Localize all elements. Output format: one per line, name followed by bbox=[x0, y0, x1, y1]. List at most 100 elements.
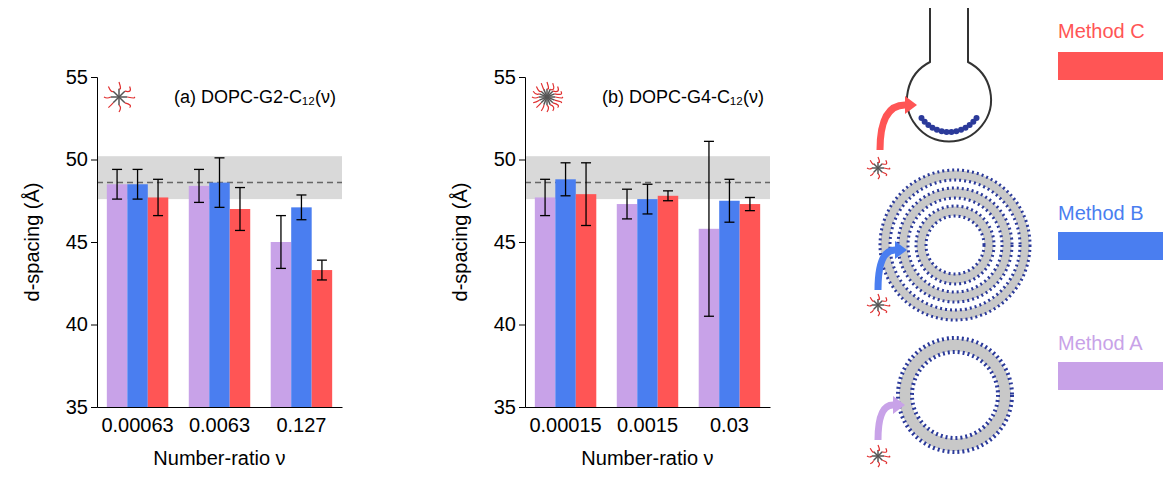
error-cap bbox=[153, 215, 163, 216]
error-cap bbox=[561, 195, 571, 196]
error-stem bbox=[116, 169, 117, 199]
error-cap bbox=[724, 222, 734, 223]
error-cap bbox=[296, 194, 306, 195]
x-tick-label: 0.03 bbox=[710, 414, 749, 436]
icon-tail bbox=[870, 160, 874, 164]
error-cap bbox=[663, 190, 673, 191]
error-stem bbox=[565, 163, 566, 196]
arrow bbox=[880, 105, 905, 150]
error-cap bbox=[215, 207, 225, 208]
bar: Method B bbox=[209, 183, 229, 407]
x-axis-line bbox=[526, 407, 771, 408]
icon-tail bbox=[108, 103, 113, 108]
y-axis-title: d-spacing (Å) bbox=[21, 183, 43, 302]
error-stem bbox=[198, 169, 199, 202]
error-bar bbox=[643, 184, 653, 214]
y-tick-label: 45 bbox=[494, 231, 516, 253]
error-cap bbox=[581, 162, 591, 163]
x-axis: 0.00015 0.0015 0.03 bbox=[526, 407, 771, 436]
icon-tail bbox=[884, 305, 890, 306]
y-tick-mark bbox=[519, 325, 525, 326]
error-cap bbox=[745, 210, 755, 211]
x-tick: 0.00063 bbox=[101, 407, 173, 436]
y-tick-mark bbox=[519, 77, 525, 78]
y-tick-label: 40 bbox=[494, 313, 516, 335]
plot-area: Method AMethod AMethod AMethod BMethod B… bbox=[97, 156, 342, 407]
error-bar bbox=[194, 169, 204, 202]
error-cap bbox=[112, 169, 122, 170]
arrow-head bbox=[893, 396, 905, 414]
x-axis-line bbox=[98, 407, 343, 408]
icon-tail bbox=[533, 91, 539, 94]
icon-tail bbox=[127, 97, 134, 98]
icon-tail bbox=[867, 305, 872, 306]
x-tick-label: 0.0063 bbox=[189, 414, 250, 436]
x-tick: 0.0015 bbox=[617, 407, 678, 436]
icon-tail bbox=[878, 294, 880, 299]
error-stem bbox=[280, 216, 281, 269]
dendrimer-icon bbox=[532, 82, 563, 112]
error-cap bbox=[317, 279, 327, 280]
y-tick: 40 bbox=[494, 313, 525, 335]
x-tick-label: 0.0015 bbox=[617, 414, 678, 436]
y-axis-title: d-spacing (Å) bbox=[449, 183, 471, 302]
error-stem bbox=[667, 191, 668, 201]
bar: Method C bbox=[658, 196, 678, 407]
icon-tail bbox=[882, 448, 886, 452]
lipid-heads bbox=[898, 188, 1012, 302]
icon-tail bbox=[870, 309, 874, 313]
icon-branch bbox=[544, 89, 547, 97]
icon-tail bbox=[882, 460, 886, 464]
legend-swatch bbox=[1058, 52, 1163, 80]
y-tick-mark bbox=[519, 160, 525, 161]
icon-tail bbox=[533, 100, 539, 103]
error-bar bbox=[276, 216, 286, 269]
lipid-heads bbox=[898, 338, 1012, 452]
y-tick-label: 50 bbox=[494, 148, 516, 170]
method-diagrams bbox=[867, 8, 1030, 467]
error-stem bbox=[219, 158, 220, 208]
icon-tail bbox=[870, 297, 874, 301]
y-tick: 35 bbox=[66, 396, 97, 418]
x-tick-label: 0.00063 bbox=[101, 414, 173, 436]
icon-tail bbox=[870, 460, 874, 464]
bar: Method A bbox=[535, 197, 555, 407]
bar: Method B bbox=[291, 207, 311, 407]
icon-branch bbox=[119, 97, 125, 103]
icon-tail bbox=[119, 82, 121, 89]
error-cap bbox=[540, 215, 550, 216]
error-bar bbox=[112, 169, 122, 199]
icon-tail bbox=[555, 91, 562, 94]
bar: Method A bbox=[189, 186, 209, 407]
bar: Method B bbox=[719, 201, 739, 407]
error-cap bbox=[235, 187, 245, 188]
icon-branch bbox=[547, 94, 555, 97]
legend: Method CMethod BMethod A bbox=[1058, 20, 1163, 390]
x-tick-label: 0.00015 bbox=[529, 414, 601, 436]
y-tick-mark bbox=[519, 407, 525, 408]
icon-branch bbox=[539, 97, 547, 100]
error-cap bbox=[194, 169, 204, 170]
error-bar bbox=[581, 163, 591, 226]
x-axis-title: Number-ratio ν bbox=[581, 447, 713, 469]
y-tick-mark bbox=[91, 407, 97, 408]
icon-tail bbox=[878, 445, 880, 450]
icon-tail bbox=[553, 86, 559, 91]
icon-tail bbox=[536, 86, 541, 91]
icon-branch bbox=[547, 97, 550, 105]
y-tick-label: 55 bbox=[494, 66, 516, 88]
error-stem bbox=[301, 195, 302, 220]
icon-tail bbox=[882, 172, 886, 176]
icon-branch bbox=[878, 301, 882, 305]
error-cap bbox=[235, 230, 245, 231]
icon-branch bbox=[119, 91, 125, 97]
error-cap bbox=[745, 197, 755, 198]
x-tick: 0.00015 bbox=[529, 407, 601, 436]
icon-tail bbox=[884, 456, 890, 457]
y-axis-line bbox=[91, 78, 98, 408]
icon-tail bbox=[547, 82, 549, 89]
icon-tail bbox=[532, 97, 539, 98]
dendrimer-icon bbox=[867, 294, 890, 316]
icon-tail bbox=[867, 168, 872, 169]
bar: Method C bbox=[312, 270, 332, 407]
